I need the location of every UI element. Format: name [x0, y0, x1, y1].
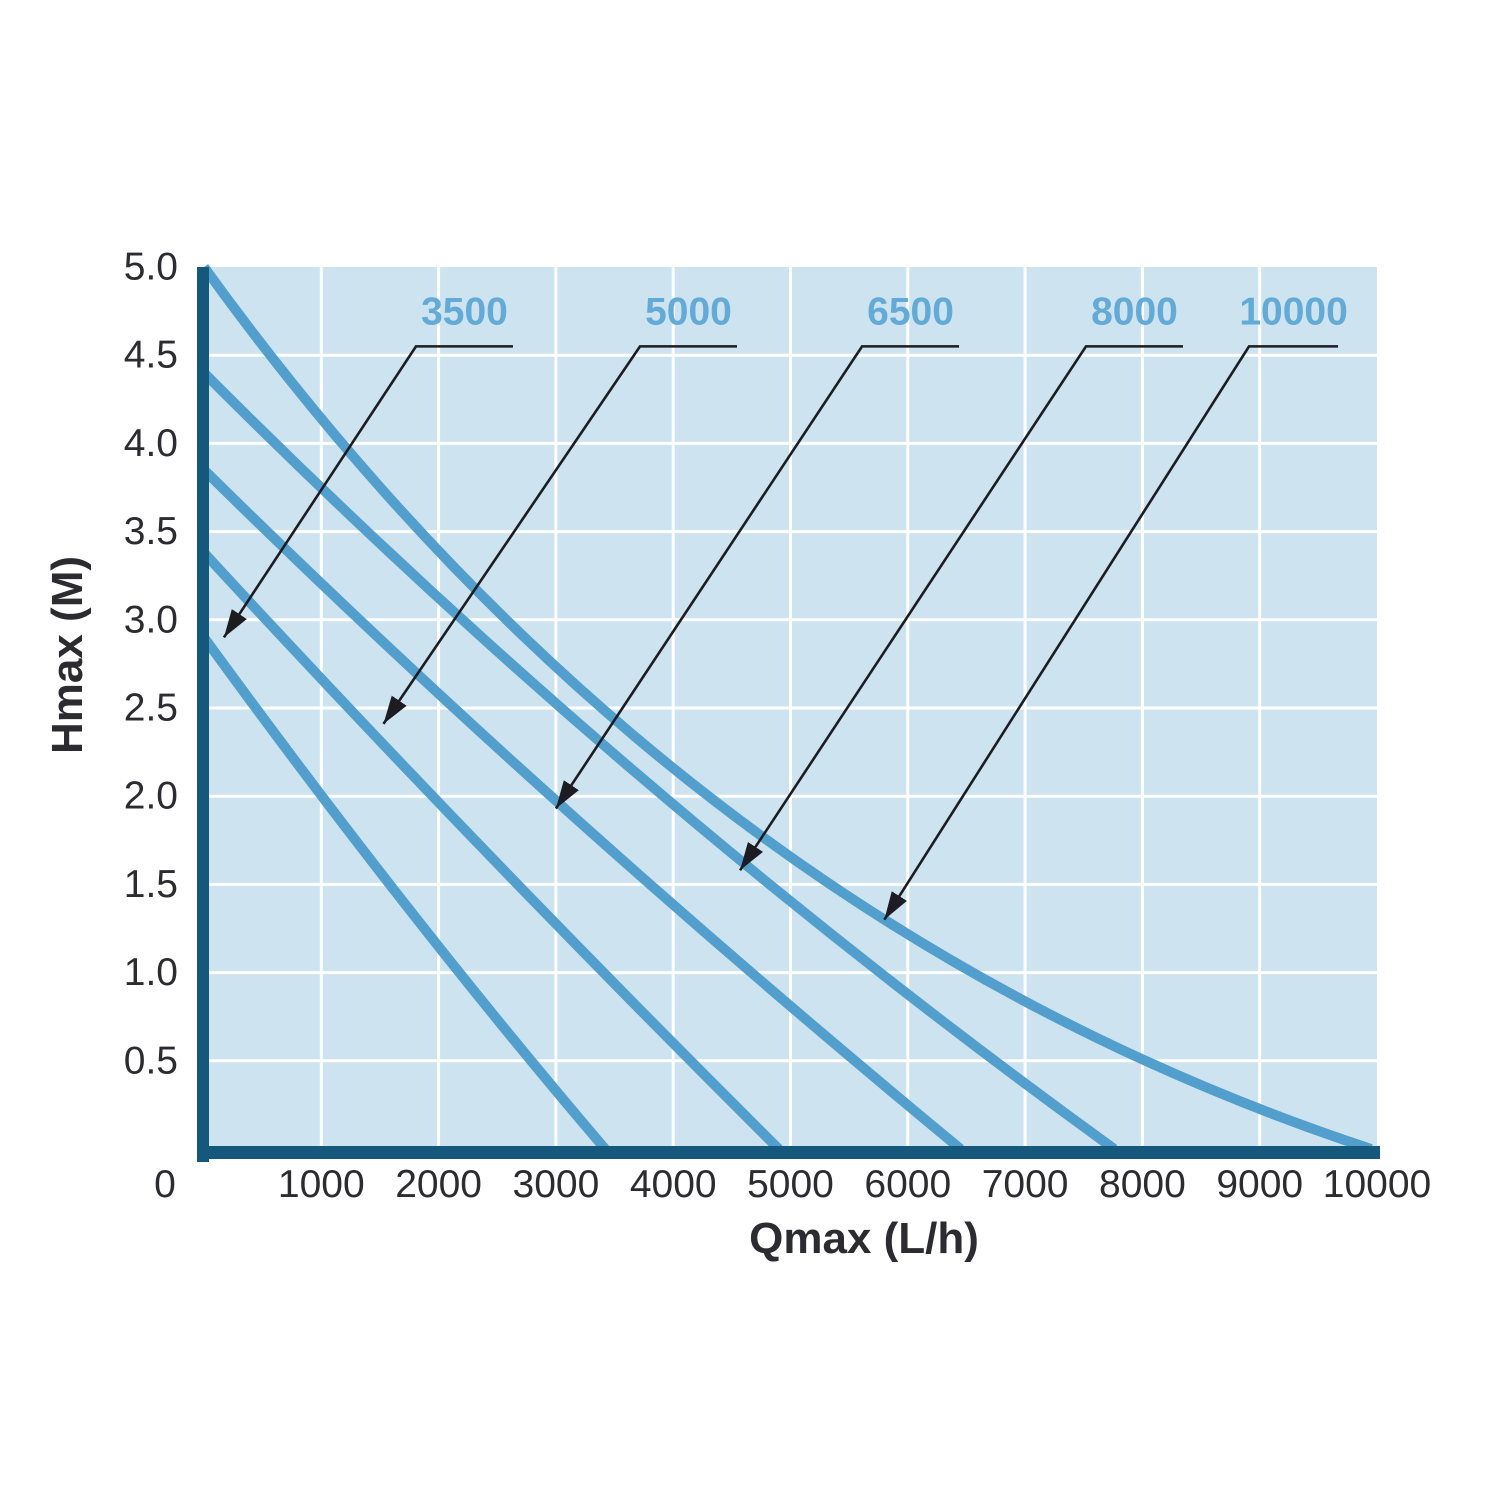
- x-tick-label-4000: 4000: [630, 1163, 717, 1206]
- x-tick-label-6000: 6000: [864, 1163, 951, 1206]
- y-tick-label-4.0: 4.0: [124, 422, 178, 465]
- x-tick-label-0: 0: [154, 1163, 176, 1206]
- x-tick-label-7000: 7000: [982, 1163, 1069, 1206]
- gridline-layer: [204, 267, 1377, 1149]
- tick-label-layer: 0 1000 2000 3000 4000 5000 6000 7000 8000 9000 100…: [124, 246, 1431, 1207]
- y-axis-title: Hmax (M): [43, 556, 92, 754]
- pump-curve-10000: [199, 264, 1373, 1154]
- x-axis-title: Qmax (L/h): [749, 1214, 979, 1263]
- leader-arrow-5000: [382, 345, 738, 725]
- x-tick-label-9000: 9000: [1216, 1163, 1303, 1206]
- pump-curve-8000: [200, 369, 1118, 1154]
- x-tick-label-8000: 8000: [1099, 1163, 1186, 1206]
- y-tick-label-1.5: 1.5: [124, 863, 178, 906]
- x-tick-label-10000: 10000: [1323, 1163, 1431, 1206]
- y-tick-label-1.0: 1.0: [124, 951, 178, 994]
- pump-curves-layer: [199, 264, 1373, 1154]
- y-tick-label-2.5: 2.5: [124, 687, 178, 730]
- y-tick-label-3.5: 3.5: [124, 510, 178, 553]
- leader-arrow-8000: [738, 345, 1183, 872]
- y-tick-label-2.0: 2.0: [124, 775, 178, 818]
- series-label-10000: 10000: [1239, 290, 1347, 333]
- leader-arrow-3500: [222, 345, 513, 639]
- y-tick-label-0.5: 0.5: [124, 1039, 178, 1082]
- y-tick-label-4.5: 4.5: [124, 334, 178, 377]
- y-tick-label-5.0: 5.0: [124, 246, 178, 289]
- x-tick-label-3000: 3000: [513, 1163, 600, 1206]
- series-label-6500: 6500: [867, 290, 954, 333]
- pump-curve-3500: [199, 634, 609, 1153]
- pump-curve-5000: [200, 549, 783, 1153]
- leader-arrow-6500: [554, 345, 960, 810]
- x-axis-bar: [197, 1146, 1380, 1159]
- series-label-8000: 8000: [1091, 290, 1178, 333]
- y-axis-bar: [197, 267, 209, 1162]
- x-tick-label-5000: 5000: [747, 1163, 834, 1206]
- annotation-layer: 3500 5000 6500 8000 10000: [222, 290, 1348, 921]
- axis-bars-layer: [197, 267, 1380, 1162]
- y-tick-label-3.0: 3.0: [124, 598, 178, 641]
- x-tick-label-1000: 1000: [278, 1163, 365, 1206]
- x-tick-label-2000: 2000: [395, 1163, 482, 1206]
- leader-arrow-10000: [883, 345, 1339, 921]
- series-label-3500: 3500: [421, 290, 508, 333]
- series-label-5000: 5000: [645, 290, 732, 333]
